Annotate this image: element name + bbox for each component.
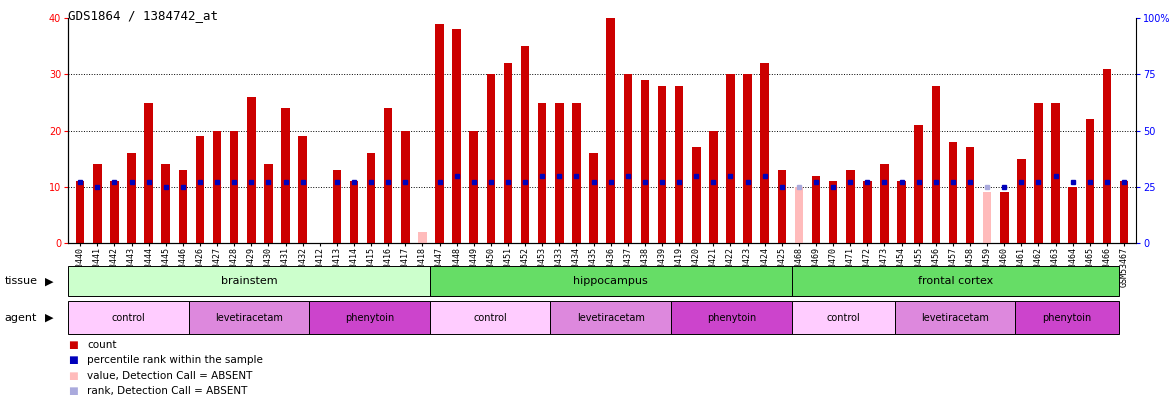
Bar — [189, 301, 309, 334]
Bar — [691, 147, 701, 243]
Bar — [503, 63, 513, 243]
Bar — [93, 164, 101, 243]
Text: phenytoin: phenytoin — [707, 313, 756, 322]
Bar — [550, 301, 671, 334]
Bar — [430, 301, 550, 334]
Bar — [791, 266, 1118, 296]
Bar — [349, 181, 359, 243]
Bar — [671, 301, 791, 334]
Text: hippocampus: hippocampus — [574, 276, 648, 286]
Bar — [281, 108, 289, 243]
Bar — [161, 164, 171, 243]
Text: frontal cortex: frontal cortex — [917, 276, 993, 286]
Bar — [213, 130, 221, 243]
Bar — [607, 18, 615, 243]
Bar — [1015, 301, 1118, 334]
Text: percentile rank within the sample: percentile rank within the sample — [87, 356, 263, 365]
Text: ■: ■ — [68, 340, 78, 350]
Text: ▶: ▶ — [45, 276, 53, 286]
Text: ■: ■ — [68, 356, 78, 365]
Bar — [880, 164, 889, 243]
Bar — [1034, 102, 1043, 243]
Bar — [179, 170, 187, 243]
Bar — [829, 181, 837, 243]
Bar — [68, 301, 189, 334]
Bar — [743, 75, 751, 243]
Bar — [419, 232, 427, 243]
Text: control: control — [112, 313, 146, 322]
Bar — [949, 142, 957, 243]
Bar — [469, 130, 479, 243]
Bar — [965, 147, 974, 243]
Text: GDS1864 / 1384742_at: GDS1864 / 1384742_at — [68, 9, 219, 22]
Text: agent: agent — [5, 313, 38, 322]
Text: control: control — [473, 313, 507, 322]
Text: tissue: tissue — [5, 276, 38, 286]
Bar — [846, 170, 855, 243]
Bar — [333, 170, 341, 243]
Text: count: count — [87, 340, 116, 350]
Bar — [897, 181, 906, 243]
Bar — [573, 102, 581, 243]
Bar — [555, 102, 563, 243]
Bar — [623, 75, 632, 243]
Bar — [430, 266, 791, 296]
Text: value, Detection Call = ABSENT: value, Detection Call = ABSENT — [87, 371, 253, 381]
Bar — [795, 187, 803, 243]
Bar — [931, 85, 940, 243]
Text: brainstem: brainstem — [221, 276, 278, 286]
Bar — [401, 130, 409, 243]
Bar — [791, 301, 895, 334]
Bar — [675, 85, 683, 243]
Bar — [265, 164, 273, 243]
Bar — [726, 75, 735, 243]
Bar — [383, 108, 393, 243]
Bar — [195, 136, 205, 243]
Bar — [521, 46, 529, 243]
Bar — [1069, 187, 1077, 243]
Bar — [777, 170, 786, 243]
Bar — [983, 192, 991, 243]
Bar — [1000, 192, 1009, 243]
Bar — [1051, 102, 1060, 243]
Bar — [435, 24, 443, 243]
Bar — [453, 30, 461, 243]
Bar — [1103, 69, 1111, 243]
Bar — [657, 85, 667, 243]
Bar — [709, 130, 717, 243]
Bar — [641, 80, 649, 243]
Text: levetiracetam: levetiracetam — [921, 313, 989, 322]
Text: control: control — [827, 313, 860, 322]
Bar — [127, 153, 135, 243]
Bar — [863, 181, 871, 243]
Bar — [1120, 181, 1128, 243]
Bar — [299, 136, 307, 243]
Text: phenytoin: phenytoin — [345, 313, 394, 322]
Bar — [145, 102, 153, 243]
Text: levetiracetam: levetiracetam — [576, 313, 644, 322]
Bar — [76, 181, 85, 243]
Text: levetiracetam: levetiracetam — [215, 313, 283, 322]
Bar — [1017, 159, 1025, 243]
Bar — [589, 153, 597, 243]
Bar — [68, 266, 430, 296]
Text: ▶: ▶ — [45, 313, 53, 322]
Bar — [111, 181, 119, 243]
Text: phenytoin: phenytoin — [1042, 313, 1091, 322]
Bar — [915, 125, 923, 243]
Bar — [309, 301, 430, 334]
Bar — [487, 75, 495, 243]
Bar — [230, 130, 239, 243]
Bar — [761, 63, 769, 243]
Bar — [537, 102, 547, 243]
Bar — [247, 97, 255, 243]
Bar — [1085, 119, 1094, 243]
Bar — [367, 153, 375, 243]
Text: rank, Detection Call = ABSENT: rank, Detection Call = ABSENT — [87, 386, 247, 396]
Text: ■: ■ — [68, 371, 78, 381]
Bar — [811, 176, 821, 243]
Text: ■: ■ — [68, 386, 78, 396]
Bar — [895, 301, 1015, 334]
